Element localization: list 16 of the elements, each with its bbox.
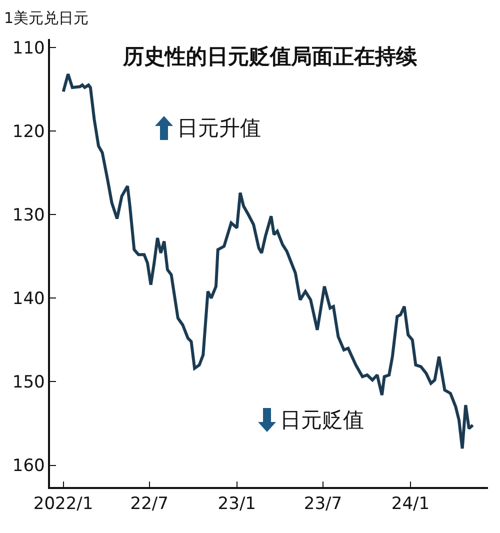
annotation: 日元贬值 bbox=[280, 407, 364, 434]
y-tick-label: 120 bbox=[12, 122, 45, 142]
x-tick-label: 23/7 bbox=[304, 494, 342, 514]
y-tick-label: 130 bbox=[12, 205, 45, 226]
x-tick-label: 2022/1 bbox=[33, 494, 94, 514]
y-axis-title: 1美元兑日元 bbox=[4, 9, 89, 27]
y-tick-label: 160 bbox=[12, 456, 45, 476]
y-tick-label: 110 bbox=[12, 38, 45, 58]
line-series bbox=[62, 72, 474, 450]
x-tick-label: 23/1 bbox=[218, 494, 256, 514]
x-tick-label: 24/1 bbox=[391, 494, 430, 514]
x-tick-label: 22/7 bbox=[130, 494, 168, 514]
y-tick-label: 140 bbox=[12, 289, 45, 310]
chart-title: 历史性的日元贬值局面正在持续 bbox=[122, 44, 418, 68]
y-tick-label: 150 bbox=[12, 372, 45, 393]
annotation: 日元升值 bbox=[177, 115, 261, 142]
